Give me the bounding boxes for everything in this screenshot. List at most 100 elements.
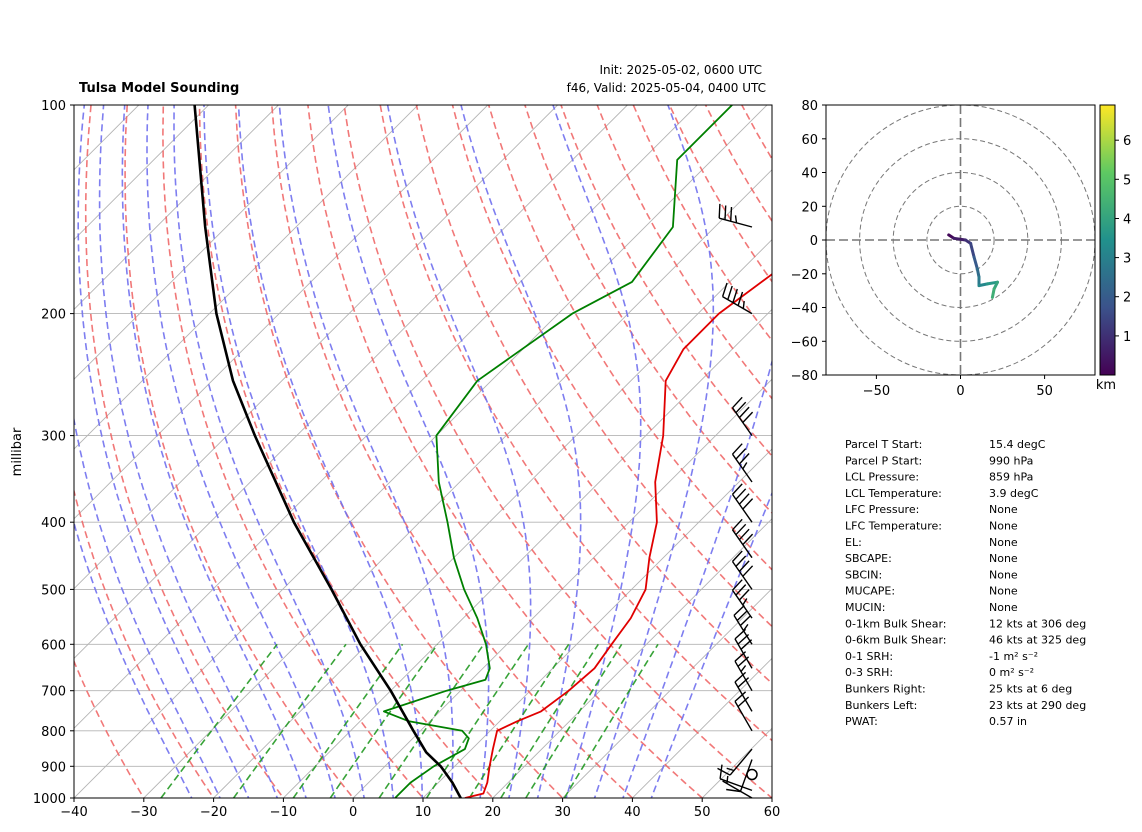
parameter-value: 990 hPa bbox=[989, 454, 1033, 467]
parameter-row: MUCIN: None bbox=[845, 601, 1018, 614]
x-tick-label: −40 bbox=[60, 805, 87, 820]
isotherm bbox=[771, 797, 772, 798]
y-tick-label: 100 bbox=[41, 99, 66, 114]
parameter-row: SBCIN: None bbox=[845, 568, 1018, 581]
parameter-label: 0-3 SRH: bbox=[845, 666, 893, 679]
moist-adiabat bbox=[98, 105, 279, 798]
barb-feather bbox=[737, 677, 750, 688]
mixing-ratio-line bbox=[500, 643, 599, 798]
barb-feather bbox=[738, 493, 750, 505]
barb-feather bbox=[730, 206, 733, 222]
valid-time: f46, Valid: 2025-05-04, 0400 UTC bbox=[567, 81, 766, 95]
parameter-value: 23 kts at 290 deg bbox=[989, 699, 1086, 712]
mixing-ratio-line bbox=[160, 643, 278, 798]
colorbar-ticks: 1 2 3 4 5 6 bbox=[1115, 134, 1131, 345]
parameter-row: LCL Pressure: 859 hPa bbox=[845, 471, 1033, 484]
isotherm bbox=[352, 378, 772, 798]
y-tick-label: 800 bbox=[41, 725, 66, 740]
barb-feather bbox=[718, 203, 721, 219]
hodograph-x-tick-label: −50 bbox=[863, 384, 890, 399]
parameter-label: 0-1km Bulk Shear: bbox=[845, 617, 947, 630]
barb-feather bbox=[731, 579, 743, 591]
temperature-profile bbox=[464, 273, 772, 798]
colorbar-tick-label: 3 bbox=[1123, 252, 1131, 267]
barb-feather bbox=[738, 560, 750, 572]
barb-feather bbox=[732, 288, 738, 303]
parameter-value: 0 m² s⁻² bbox=[989, 666, 1034, 679]
dry-adiabat bbox=[487, 105, 772, 571]
parameter-value: None bbox=[989, 536, 1018, 549]
hodograph-y-tick-label: 20 bbox=[801, 200, 818, 215]
wind-barb bbox=[731, 550, 754, 590]
parameter-row: 0-3 SRH: 0 m² s⁻² bbox=[845, 666, 1034, 679]
x-tick-label: 50 bbox=[694, 805, 711, 820]
parameter-label: PWAT: bbox=[845, 715, 878, 728]
barb-feather bbox=[735, 584, 747, 596]
moist-adiabat bbox=[77, 105, 250, 798]
y-tick-label: 700 bbox=[41, 685, 66, 700]
isotherm bbox=[74, 105, 558, 590]
parameter-value: None bbox=[989, 585, 1018, 598]
moist-adiabat bbox=[173, 105, 365, 798]
dry-adiabat bbox=[415, 105, 772, 685]
barb-feather bbox=[726, 775, 729, 784]
parameter-label: EL: bbox=[845, 536, 862, 549]
x-tick-label: 20 bbox=[485, 805, 502, 820]
colorbar-label: km bbox=[1096, 378, 1116, 393]
barb-staff bbox=[731, 407, 753, 437]
moist-adiabat bbox=[386, 105, 532, 798]
barb-staff bbox=[731, 493, 753, 523]
dry-adiabat bbox=[560, 105, 772, 458]
parameter-label: Bunkers Left: bbox=[845, 699, 917, 712]
x-tick-label: 10 bbox=[415, 805, 432, 820]
barb-feather bbox=[742, 565, 754, 577]
mixing-ratio-line bbox=[563, 643, 659, 798]
barb-feather bbox=[742, 462, 748, 470]
x-tick-label: 30 bbox=[554, 805, 571, 820]
barb-feather bbox=[724, 205, 727, 220]
dry-adiabat bbox=[162, 105, 425, 798]
hodograph-ring bbox=[926, 205, 995, 275]
barb-feather bbox=[735, 448, 747, 460]
hodograph-y-tick-label: −20 bbox=[791, 268, 818, 283]
barb-feather bbox=[735, 488, 747, 500]
barb-feather bbox=[721, 282, 728, 297]
hodograph-x-tick-label: 50 bbox=[1036, 384, 1053, 399]
barb-feather bbox=[733, 604, 745, 616]
barb-feather bbox=[731, 396, 743, 409]
barb-feather bbox=[742, 623, 749, 632]
chart-title: Tulsa Model Sounding bbox=[79, 81, 239, 96]
y-tick-label: 400 bbox=[41, 516, 66, 531]
hodograph-y-tick-label: −60 bbox=[791, 335, 818, 350]
barb-staff bbox=[731, 529, 753, 559]
hodograph-axes: −50 0 50 80 60 40 20 0 −20 −40 −60 −80 bbox=[791, 99, 1053, 399]
isotherm bbox=[74, 105, 698, 729]
parameter-value: 15.4 degC bbox=[989, 438, 1046, 451]
dewpoint-profile bbox=[383, 105, 733, 798]
parameter-label: MUCIN: bbox=[845, 601, 885, 614]
barb-feather bbox=[737, 696, 750, 708]
wind-barb bbox=[731, 443, 753, 483]
mixing-ratio-line bbox=[232, 643, 347, 798]
parameter-label: LCL Temperature: bbox=[845, 487, 942, 500]
isotherm bbox=[492, 518, 772, 798]
wind-barb bbox=[731, 396, 754, 437]
parameter-row: Bunkers Right: 25 kts at 6 deg bbox=[845, 683, 1072, 696]
parameter-label: Bunkers Right: bbox=[845, 683, 926, 696]
barb-feather bbox=[738, 528, 750, 541]
hodograph-x-tick-label: 0 bbox=[956, 384, 964, 399]
moist-adiabat bbox=[593, 105, 715, 798]
moist-adiabat bbox=[278, 105, 454, 798]
barb-feather bbox=[726, 767, 735, 772]
parameter-row: LFC Pressure: None bbox=[845, 503, 1018, 516]
barb-feather bbox=[727, 285, 733, 300]
barb-feather bbox=[739, 615, 752, 627]
dry-adiabat bbox=[343, 105, 772, 798]
parameters-table: Parcel T Start: 15.4 degC Parcel P Start: 9… bbox=[845, 438, 1086, 728]
parameter-label: LCL Pressure: bbox=[845, 471, 919, 484]
wind-barb bbox=[722, 775, 753, 799]
colorbar-tick-label: 4 bbox=[1123, 213, 1131, 228]
x-tick-label: −30 bbox=[130, 805, 157, 820]
wind-barb bbox=[731, 518, 754, 559]
wind-barb bbox=[734, 691, 753, 732]
